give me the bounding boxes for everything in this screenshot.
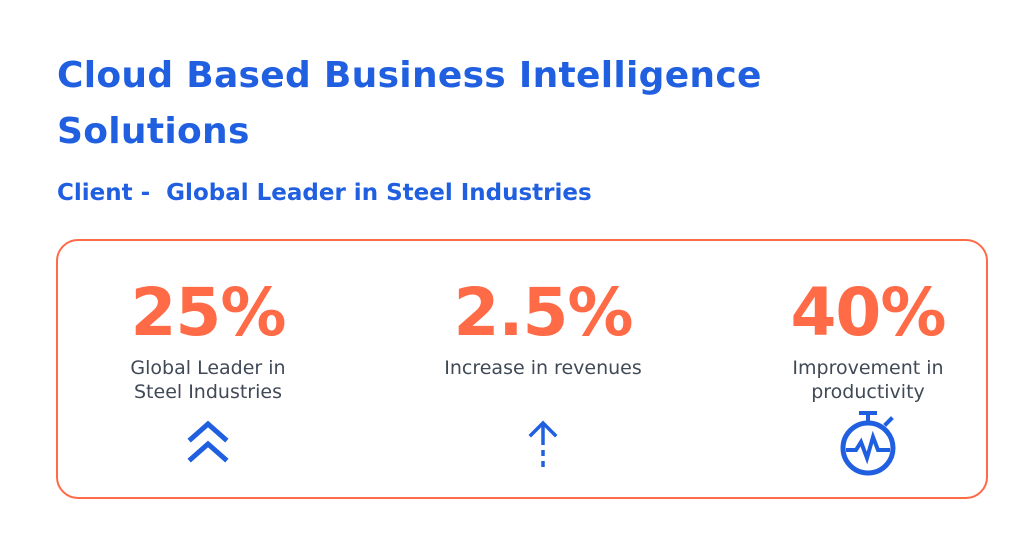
stat-global-leader: 25% Global Leader in Steel Industries	[98, 241, 318, 497]
stat-value: 2.5%	[453, 274, 633, 351]
stat-value: 25%	[130, 274, 287, 351]
stat-value: 40%	[790, 274, 947, 351]
page-title: Cloud Based Business Intelligence Soluti…	[57, 55, 762, 152]
stat-label-line: Improvement in	[792, 357, 944, 379]
stat-label-line: productivity	[811, 381, 925, 403]
stat-label-line: Global Leader in	[130, 357, 286, 379]
stat-label: Improvement in productivity	[748, 356, 988, 404]
stats-card: 25% Global Leader in Steel Industries 2.…	[56, 239, 988, 499]
stat-label: Global Leader in Steel Industries	[98, 356, 318, 404]
stat-label: Increase in revenues	[418, 356, 668, 380]
stat-label-line: Steel Industries	[134, 381, 282, 403]
stat-revenue-increase: 2.5% Increase in revenues	[418, 241, 668, 497]
stat-productivity: 40% Improvement in productivity	[748, 241, 988, 497]
client-subtitle: Client - Global Leader in Steel Industri…	[57, 180, 592, 206]
arrow-up-icon	[528, 420, 558, 467]
stopwatch-pulse-icon	[840, 411, 896, 476]
double-chevron-up-icon	[187, 420, 229, 463]
stat-label-line: Increase in revenues	[444, 357, 642, 379]
